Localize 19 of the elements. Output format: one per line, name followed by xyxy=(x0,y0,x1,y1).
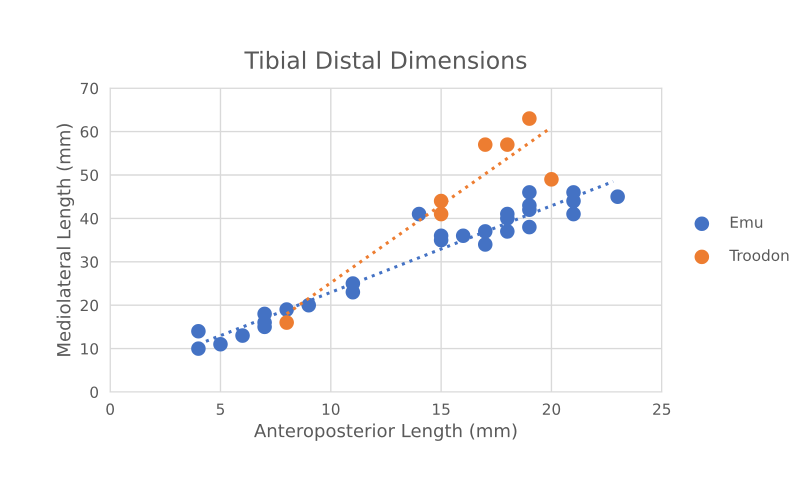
x-tick-label: 0 xyxy=(106,403,114,415)
x-tick-label: 10 xyxy=(322,403,340,415)
y-tick-label: 30 xyxy=(80,256,98,268)
y-axis-title: Mediolateral Length (mm) xyxy=(56,124,74,356)
y-tick-label: 60 xyxy=(80,126,98,138)
y-tick-label: 50 xyxy=(80,169,98,182)
x-tick-label: 15 xyxy=(433,404,450,415)
x-tick-label: 5 xyxy=(216,404,224,415)
y-tick-label: 20 xyxy=(80,300,98,312)
y-tick-label: 70 xyxy=(80,82,98,94)
x-tick-label: 20 xyxy=(542,403,560,415)
x-axis-title: Anteroposterior Length (mm) xyxy=(254,423,516,441)
x-tick-label: 25 xyxy=(653,403,670,415)
chart-title: Tibial Distal Dimensions xyxy=(244,50,526,70)
legend-label: Emu xyxy=(730,216,762,228)
y-tick-label: 40 xyxy=(80,212,98,224)
legend-label: Troodon xyxy=(729,249,788,262)
y-tick-label: 10 xyxy=(81,343,98,355)
y-tick-label: 0 xyxy=(90,386,98,398)
